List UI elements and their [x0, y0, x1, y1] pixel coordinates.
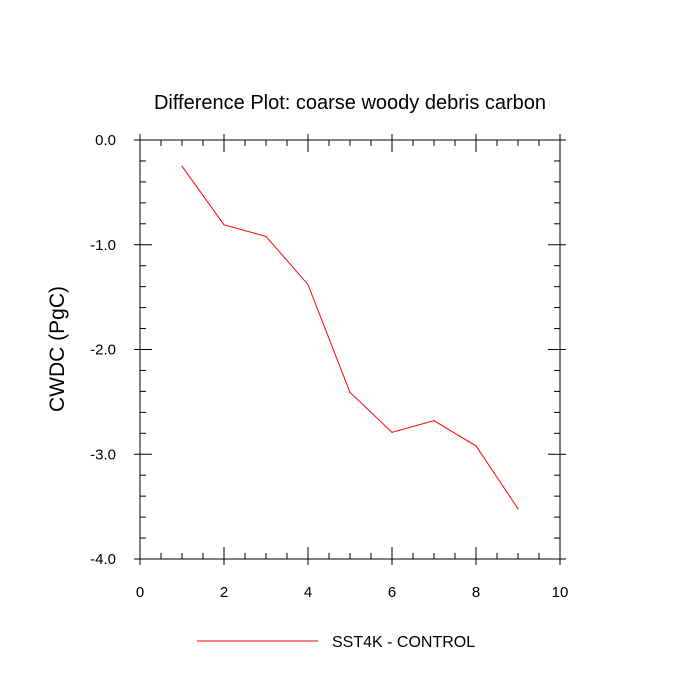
- x-tick-label-0: 0: [136, 584, 144, 601]
- data-point-0-5: [391, 431, 393, 433]
- data-point-0-8: [517, 508, 519, 510]
- axis-tick-labels: 0 2 4 6 8 10 0.0 -1.0 -2.0 -3.0 -4.0: [90, 132, 568, 601]
- data-point-0-6: [433, 420, 435, 422]
- data-point-0-7: [475, 445, 477, 447]
- x-tick-label-4: 8: [472, 584, 480, 601]
- legend: SST4K - CONTROL: [197, 634, 475, 651]
- plot-area-frame: [139, 139, 561, 560]
- chart-title: Difference Plot: coarse woody debris car…: [154, 92, 546, 114]
- legend-label-sst4k-control: SST4K - CONTROL: [332, 634, 475, 651]
- y-tick-label-2: -2.0: [90, 342, 116, 359]
- series-layer: [181, 165, 519, 510]
- y-tick-label-1: -1.0: [90, 237, 116, 254]
- series-line-0: [181, 165, 519, 509]
- data-point-0-1: [223, 224, 225, 226]
- data-point-0-3: [307, 283, 309, 286]
- data-point-0-4: [349, 391, 351, 394]
- axis-ticks: [134, 134, 566, 565]
- x-tick-label-5: 10: [552, 584, 569, 601]
- x-tick-label-3: 6: [388, 584, 396, 601]
- y-tick-label-4: -4.0: [90, 551, 116, 568]
- y-axis-label: CWDC (PgC): [46, 286, 69, 412]
- y-tick-label-0: 0.0: [95, 132, 116, 149]
- data-point-0-0: [181, 165, 183, 167]
- y-tick-label-3: -3.0: [90, 446, 116, 463]
- x-tick-label-2: 4: [304, 584, 312, 601]
- data-point-0-2: [265, 235, 267, 237]
- x-tick-label-1: 2: [220, 584, 228, 601]
